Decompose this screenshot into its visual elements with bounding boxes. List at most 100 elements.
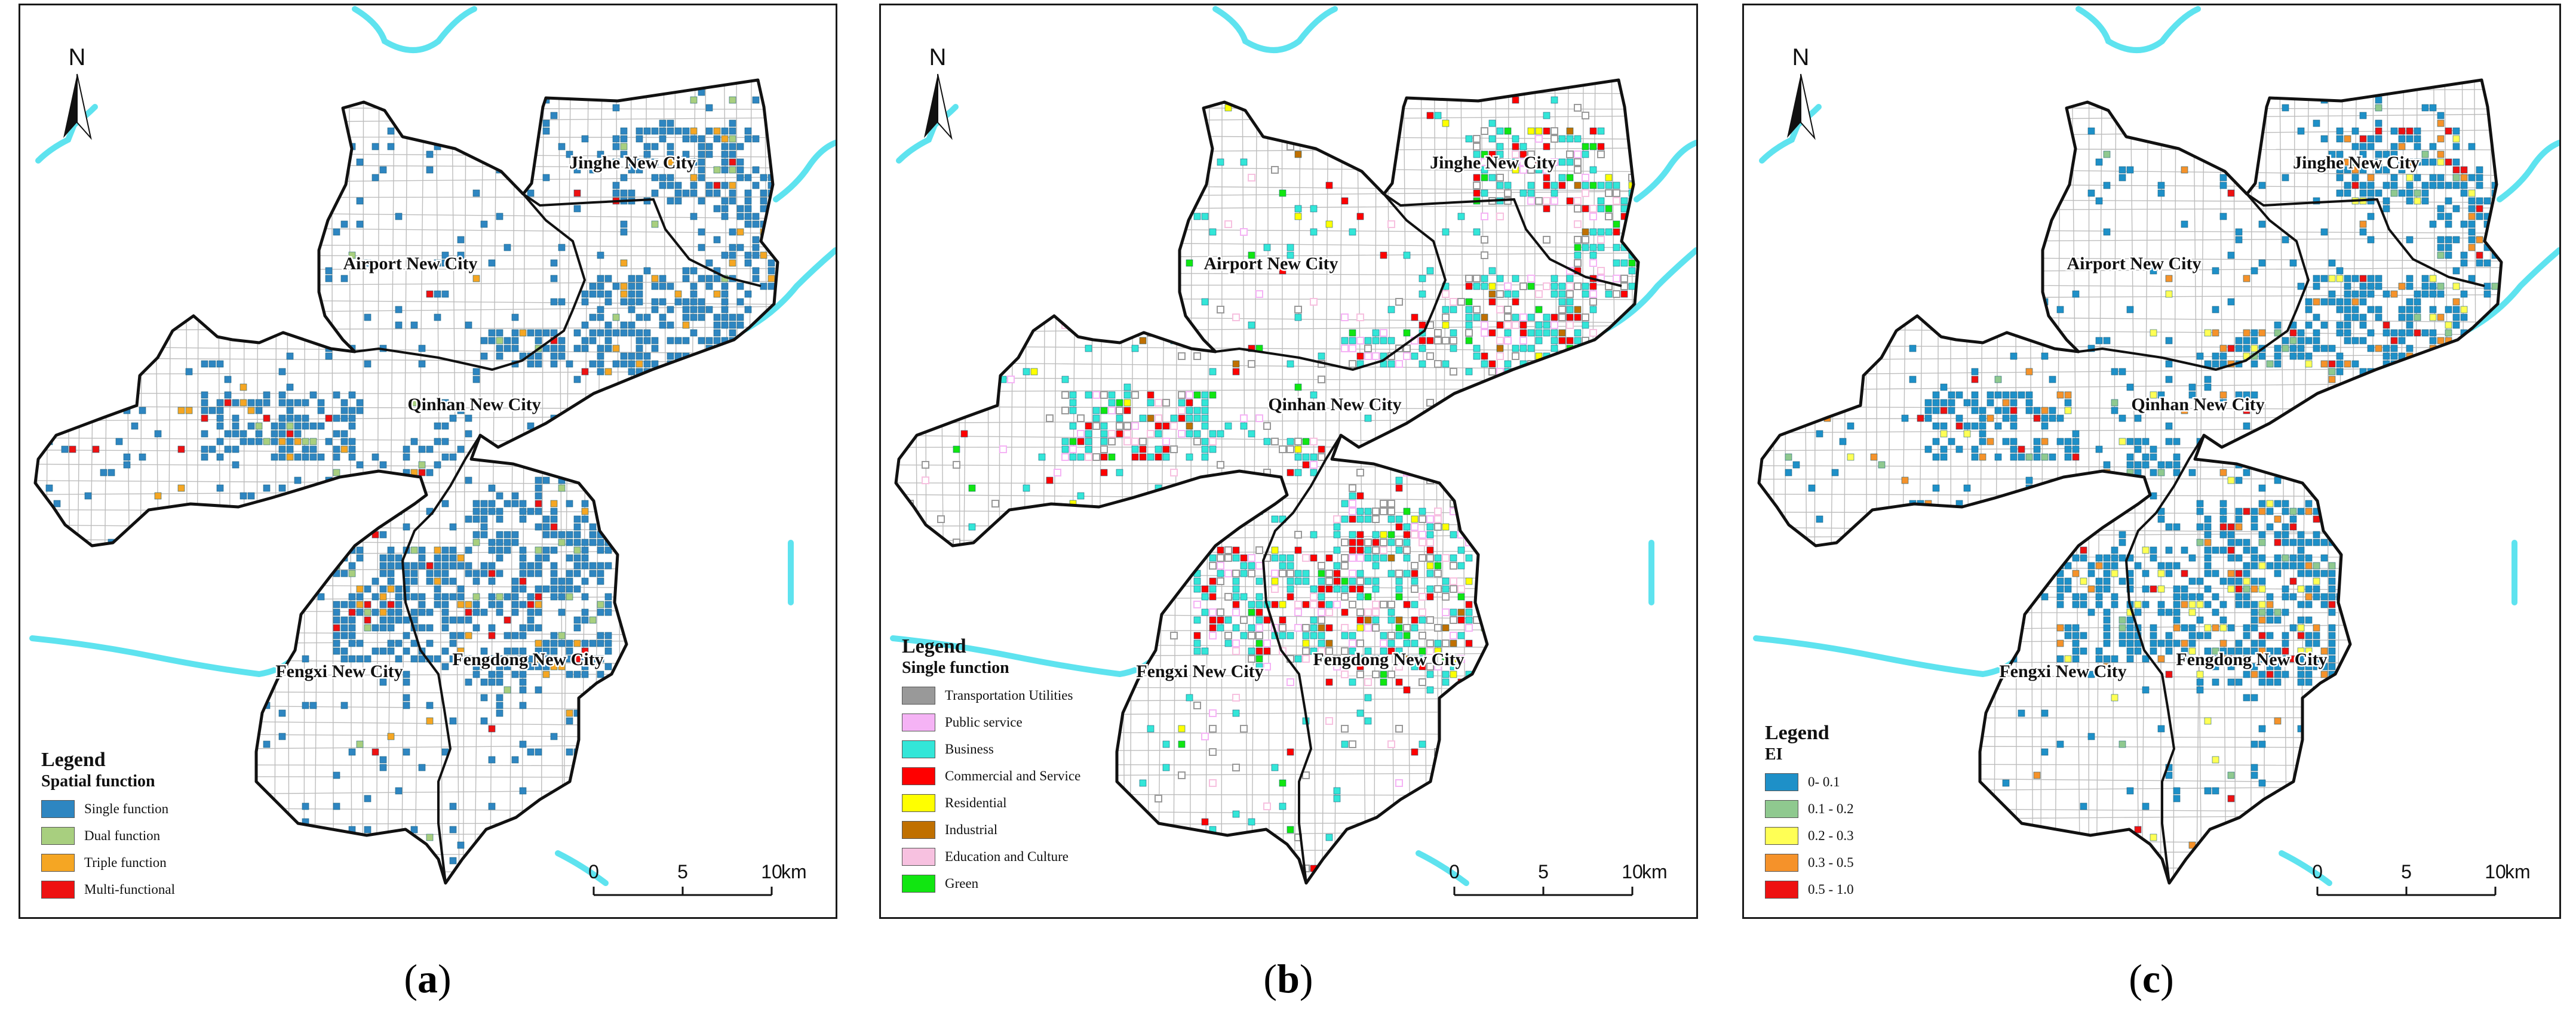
grid-cell: [1325, 554, 1333, 562]
grid-cell: [1644, 415, 1651, 422]
grid-cell: [472, 531, 480, 539]
grid-cell: [177, 880, 185, 883]
grid-cell: [1785, 360, 1792, 368]
grid-cell: [991, 205, 999, 213]
grid-cell: [2382, 205, 2390, 213]
grid-cell: [2483, 686, 2491, 694]
grid-cell: [2212, 352, 2219, 360]
grid-cell: [2204, 585, 2212, 593]
grid-cell: [371, 143, 379, 150]
grid-cell: [2258, 531, 2266, 539]
grid-cell: [2002, 585, 2010, 593]
grid-cell: [449, 655, 457, 663]
grid-cell: [2297, 554, 2305, 562]
grid-cell: [2087, 733, 2095, 740]
grid-cell: [1217, 562, 1224, 570]
grid-cell: [1465, 422, 1473, 430]
grid-cell: [418, 849, 426, 857]
grid-cell: [1488, 298, 1496, 306]
grid-cell: [1341, 337, 1349, 345]
grid-cell: [1434, 647, 1442, 655]
grid-cell: [760, 407, 767, 414]
grid-cell: [286, 453, 294, 461]
grid-cell: [115, 554, 123, 562]
grid-cell: [1589, 213, 1597, 220]
grid-cell: [441, 438, 449, 445]
legend-swatch: [902, 686, 935, 705]
grid-cell: [2289, 515, 2297, 523]
grid-cell: [2157, 189, 2165, 197]
grid-cell: [348, 251, 356, 259]
grid-cell: [2437, 119, 2445, 127]
grid-cell: [628, 476, 635, 484]
scale-tick-label: 0: [1449, 861, 1460, 882]
grid-cell: [1209, 709, 1217, 717]
grid-cell: [2212, 756, 2219, 764]
grid-cell: [775, 290, 778, 298]
grid-cell: [1287, 826, 1294, 834]
grid-cell: [263, 608, 271, 616]
grid-cell: [348, 453, 356, 461]
grid-cell: [2142, 686, 2150, 694]
grid-cell: [1139, 453, 1147, 461]
grid-cell: [1380, 601, 1387, 608]
grid-cell: [2320, 88, 2328, 96]
grid-cell: [434, 290, 441, 298]
grid-cell: [2227, 678, 2235, 686]
grid-cell: [535, 554, 542, 562]
grid-cell: [1434, 663, 1442, 671]
grid-cell: [472, 539, 480, 546]
grid-cell: [898, 508, 906, 515]
grid-cell: [457, 96, 465, 104]
grid-cell: [1023, 484, 1030, 492]
grid-cell: [2274, 500, 2282, 508]
grid-cell: [1457, 608, 1465, 616]
grid-cell: [1636, 329, 1638, 337]
grid-cell: [1426, 352, 1434, 360]
grid-cell: [146, 345, 154, 352]
grid-cell: [667, 119, 674, 127]
grid-cell: [348, 414, 356, 422]
grid-cell: [1403, 639, 1411, 647]
grid-cell: [2445, 399, 2452, 407]
grid-cell: [1085, 632, 1092, 639]
grid-cell: [2258, 639, 2266, 647]
grid-cell: [1597, 182, 1605, 189]
grid-cell: [2227, 298, 2235, 306]
grid-cell: [2452, 321, 2460, 329]
grid-cell: [2336, 275, 2344, 282]
grid-cell: [1209, 562, 1217, 570]
grid-cell: [2375, 313, 2382, 321]
grid-cell: [302, 702, 309, 709]
grid-cell: [2111, 368, 2118, 376]
grid-cell: [628, 275, 635, 282]
grid-cell: [2313, 655, 2320, 663]
grid-cell: [1077, 570, 1085, 577]
grid-cell: [426, 834, 434, 841]
grid-cell: [1318, 445, 1325, 453]
grid-cell: [713, 562, 721, 570]
grid-cell: [1341, 585, 1349, 593]
grid-cell: [1403, 531, 1411, 539]
grid-cell: [1987, 236, 1994, 244]
grid-cell: [1248, 430, 1255, 438]
grid-cell: [2250, 562, 2258, 570]
grid-cell: [527, 508, 535, 515]
grid-cell: [721, 624, 729, 632]
legend-label: Triple function: [84, 854, 167, 870]
grid-cell: [1496, 127, 1504, 135]
legend-label: 0- 0.1: [1808, 774, 1840, 789]
grid-cell: [511, 756, 519, 764]
grid-cell: [278, 531, 286, 539]
grid-cell: [705, 500, 713, 508]
grid-cell: [302, 802, 309, 810]
grid-cell: [1465, 608, 1473, 616]
grid-cell: [1886, 733, 1893, 740]
grid-cell: [1294, 313, 1302, 321]
grid-cell: [2468, 244, 2476, 251]
grid-cell: [480, 570, 488, 577]
grid-cell: [472, 570, 480, 577]
grid-cell: [519, 585, 527, 593]
grid-cell: [1450, 562, 1457, 570]
grid-cell: [2072, 570, 2080, 577]
